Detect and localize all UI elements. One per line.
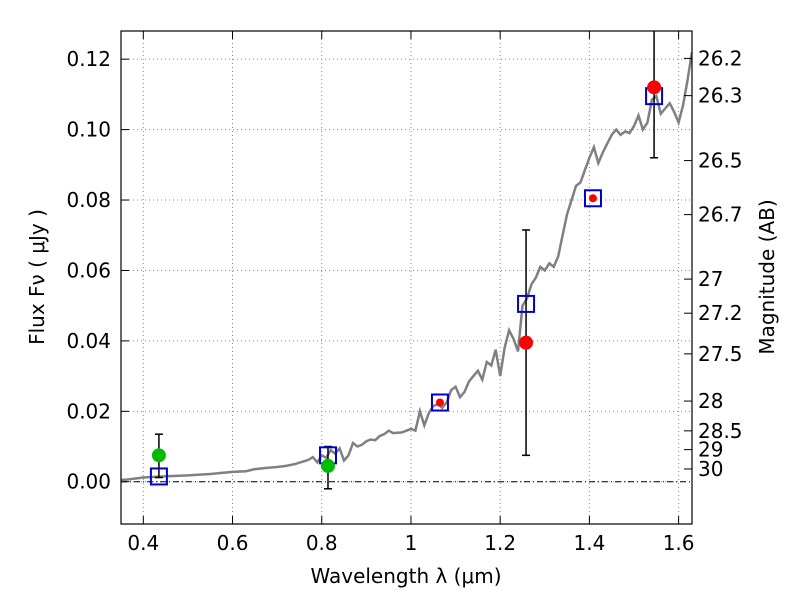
magnitude-tick-label: 26.7 xyxy=(698,203,743,227)
model-photometry-square xyxy=(517,294,536,313)
magnitude-tick-label: 26.5 xyxy=(698,149,743,173)
x-tick-label: 0.4 xyxy=(127,531,159,555)
green-data-point xyxy=(320,458,335,473)
magnitude-tick-label: 27 xyxy=(698,267,723,291)
model-photometry-square xyxy=(583,189,602,208)
x-tick-label: 0.8 xyxy=(306,531,338,555)
error-bars xyxy=(154,31,659,490)
magnitude-tick-label: 27.2 xyxy=(698,301,743,325)
magnitude-axis-label: Magnitude (AB) xyxy=(755,199,779,354)
magnitude-tick-label: 26.3 xyxy=(698,84,743,108)
magnitude-tick-label: 28.5 xyxy=(698,419,743,443)
y-tick-label: 0.10 xyxy=(66,118,111,142)
grid xyxy=(121,31,692,524)
magnitude-tick-label: 28 xyxy=(698,389,723,413)
model-photometry-square xyxy=(430,393,449,412)
magnitude-tick-label: 29 xyxy=(698,438,723,462)
red-data-point xyxy=(588,194,597,203)
y-tick-label: 0.04 xyxy=(66,329,111,353)
magnitude-tick-label: 30 xyxy=(698,457,723,481)
plot-frame xyxy=(120,30,693,525)
y-tick-label: 0.08 xyxy=(66,188,111,212)
magnitude-tick-label: 27.5 xyxy=(698,342,743,366)
magnitude-tick-label: 26.2 xyxy=(698,46,743,70)
y-tick-label: 0.00 xyxy=(66,470,111,494)
x-axis-label: Wavelength λ (μm) xyxy=(310,564,501,588)
y-tick-label: 0.06 xyxy=(66,258,111,282)
x-tick-label: 1.6 xyxy=(663,531,695,555)
observed-points xyxy=(151,80,662,473)
red-data-point xyxy=(435,398,444,407)
red-data-point xyxy=(647,80,662,95)
y-tick-label: 0.02 xyxy=(66,399,111,423)
y-axis-label: Flux Fν ( μJy ) xyxy=(25,209,49,345)
x-tick-label: 1 xyxy=(405,531,418,555)
y-tick-label: 0.12 xyxy=(66,47,111,71)
x-tick-label: 1.2 xyxy=(484,531,516,555)
x-tick-label: 0.6 xyxy=(217,531,249,555)
model-spectrum-line xyxy=(121,51,692,482)
x-tick-label: 1.4 xyxy=(573,531,605,555)
model-photometry-square xyxy=(149,467,168,486)
green-data-point xyxy=(151,448,166,463)
red-data-point xyxy=(519,335,534,350)
axis-ticks: 0.4 0.6 0.8 1 1.2 1.4 1.6 0.00 0.02 0.04 0.06 0.08 0… xyxy=(66,31,743,555)
model-photometry-squares xyxy=(149,87,664,486)
